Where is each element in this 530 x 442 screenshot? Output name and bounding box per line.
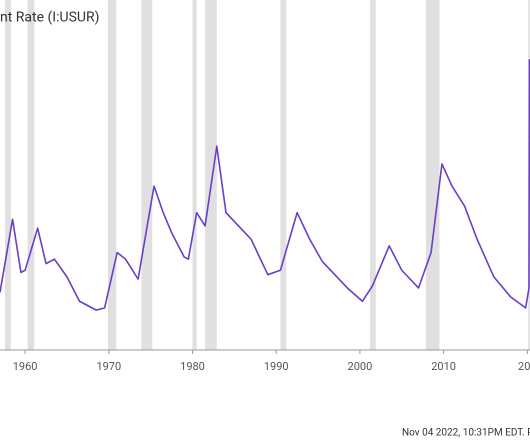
recession-band xyxy=(107,0,117,350)
x-tick-label: 1970 xyxy=(96,360,121,373)
recession-band xyxy=(280,0,287,350)
x-tick-label: 1990 xyxy=(264,360,289,373)
series-line xyxy=(0,59,530,311)
footer: Nov 04 2022, 10:31PM EDT. Powere xyxy=(402,428,530,439)
chart-title: nt Rate (I:USUR) xyxy=(0,10,99,26)
lines xyxy=(0,59,530,311)
recession-band xyxy=(369,0,376,350)
recession-band xyxy=(27,0,35,350)
x-tick-label: 1980 xyxy=(180,360,205,373)
recession-band xyxy=(141,0,153,350)
x-tick-label: 202 xyxy=(518,360,530,373)
recession-band xyxy=(426,0,440,350)
recession-bands xyxy=(5,0,530,350)
recession-band xyxy=(205,0,217,350)
x-tick-label: 2000 xyxy=(348,360,373,373)
x-tick-label: 1960 xyxy=(13,360,38,373)
recession-band xyxy=(5,0,11,350)
x-tick-label: 2010 xyxy=(431,360,456,373)
recession-band xyxy=(192,0,197,350)
